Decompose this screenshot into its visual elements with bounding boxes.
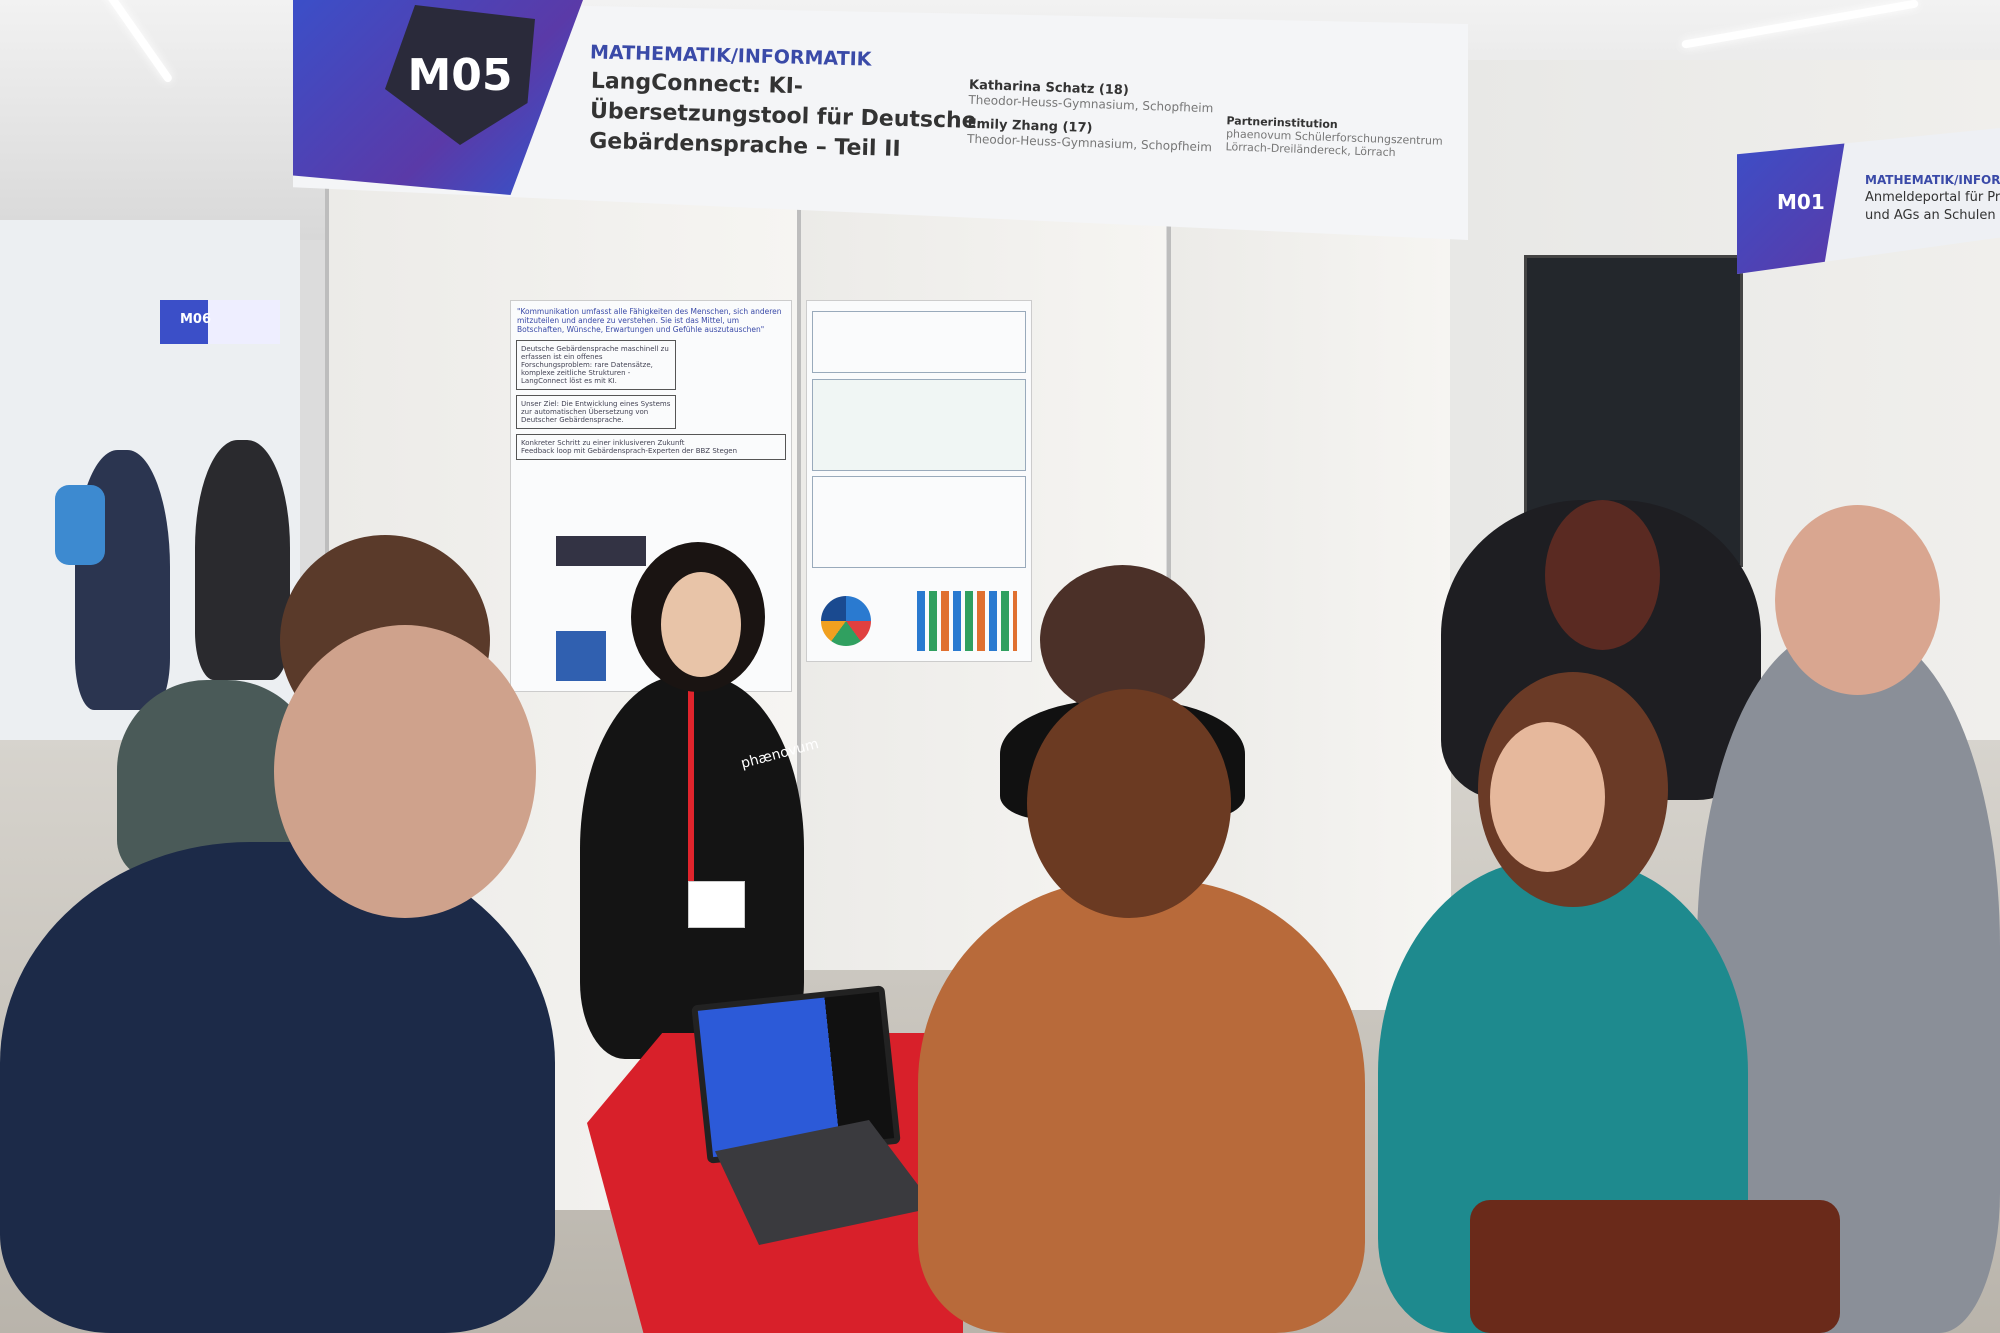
authors: Katharina Schatz (18) Theodor-Heuss-Gymn… <box>967 78 1214 155</box>
person-head <box>1027 689 1231 918</box>
person-head <box>631 542 765 692</box>
back-sign: M06 <box>160 300 280 344</box>
backpack <box>55 485 105 565</box>
poster-bullet: Konkreter Schritt zu einer inklusiveren … <box>521 439 685 447</box>
back-sign-code: M06 <box>180 312 212 327</box>
side-sign-title-1: Anmeldeportal für Proj <box>1865 190 2000 205</box>
poster-photo <box>556 631 606 681</box>
poster-photo <box>556 536 646 566</box>
poster-chart <box>812 476 1026 568</box>
side-sign-title-2: und AGs an Schulen <box>1865 208 1996 223</box>
poster-goal: Unser Ziel: Die Entwicklung eines System… <box>516 395 676 429</box>
poster-right <box>806 300 1032 662</box>
poster-quote: "Kommunikation umfasst alle Fähigkeiten … <box>517 307 782 334</box>
person-head <box>1545 500 1660 650</box>
poster-bullet: Feedback loop mit Gebärdensprach-Experte… <box>521 447 738 455</box>
side-sign-code: M01 <box>1777 190 1825 214</box>
poster-bullets: Konkreter Schritt zu einer inklusiveren … <box>516 434 786 460</box>
person-head <box>1478 672 1668 907</box>
poster-diagram <box>812 311 1026 373</box>
person-man-navy-suit <box>0 842 555 1333</box>
background-person <box>195 440 290 680</box>
poster-pie-chart <box>821 596 871 646</box>
side-sign-category: MATHEMATIK/INFORMATIK <box>1865 173 2000 187</box>
project-title: LangConnect: KI-Übersetzungstool für Deu… <box>588 68 977 162</box>
person-head <box>274 625 536 918</box>
person-head <box>1775 505 1940 695</box>
poster-bar-chart <box>917 591 1017 651</box>
partner-info: Partnerinstitution phaenovum Schülerfors… <box>1225 114 1443 161</box>
handbag <box>1470 1200 1840 1333</box>
poster-diagram <box>812 379 1026 471</box>
poster-problem: Deutsche Gebärdensprache maschinell zu e… <box>516 340 676 390</box>
name-badge <box>688 881 745 928</box>
presenter-emily: phænovum <box>580 676 820 1059</box>
lanyard <box>688 686 694 886</box>
person-woman-brown-coat <box>918 880 1365 1333</box>
